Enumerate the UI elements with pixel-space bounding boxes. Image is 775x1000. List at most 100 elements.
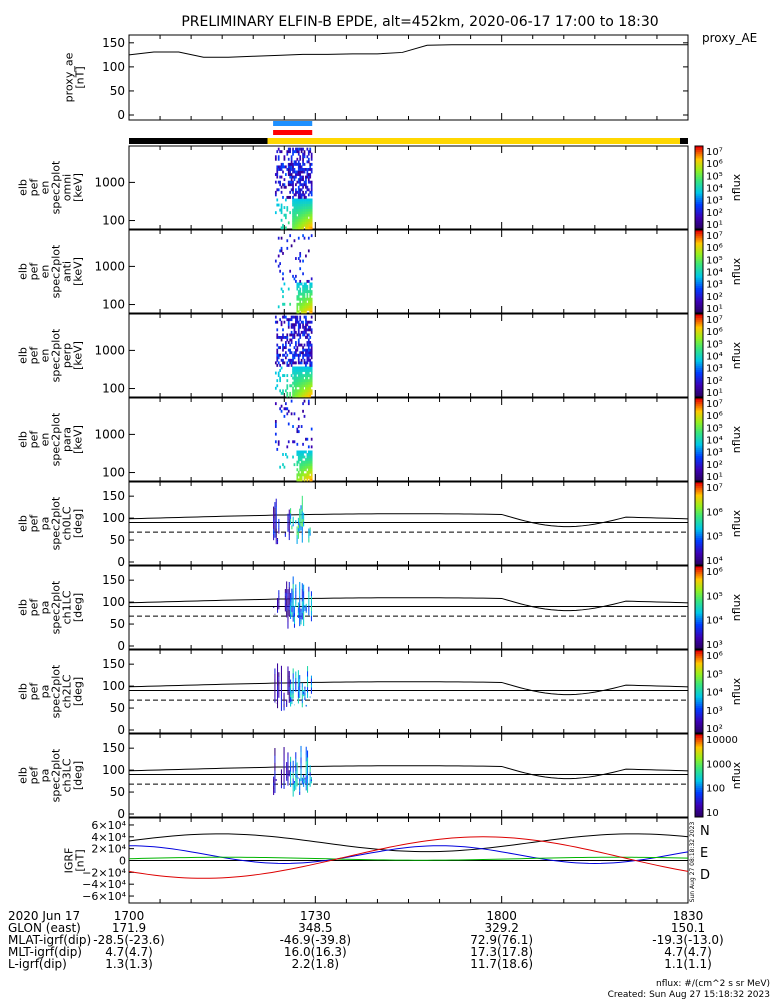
spectrogram-cell — [300, 302, 303, 306]
spectrogram-cell — [307, 333, 310, 337]
spectrogram-cell — [297, 190, 300, 194]
pa-cell — [286, 700, 288, 703]
colorbar-tick-label: 10⁵ — [706, 669, 723, 680]
spectrogram-cell — [299, 155, 302, 159]
colorbar-step — [695, 670, 703, 674]
spectrogram-cell — [305, 216, 307, 220]
spectrogram-cell — [276, 343, 279, 347]
spectrogram-cell — [290, 341, 293, 344]
pa-cells — [273, 576, 312, 629]
pa-cell — [288, 529, 290, 536]
colorbar-step — [695, 189, 703, 193]
spectrogram-cell — [309, 173, 312, 176]
spectrogram-cell — [302, 463, 304, 467]
spectrogram-cell — [307, 341, 310, 344]
spectrogram-cell — [300, 175, 303, 179]
spectrogram-cell — [299, 180, 302, 184]
pa-cell — [310, 591, 312, 597]
colorbar-tick-label: 10⁴ — [706, 688, 723, 699]
footer-created: Created: Sun Aug 27 15:18:32 2023 — [608, 990, 770, 1000]
pa-cell — [299, 789, 301, 793]
spectrogram-cell — [279, 389, 281, 393]
spectrogram-cell — [300, 208, 303, 212]
spectrogram-cell — [302, 453, 304, 456]
spectrogram-cell — [303, 475, 306, 479]
spectrogram-cell — [297, 325, 300, 329]
spectrogram-cell — [309, 206, 312, 210]
pa-cell — [283, 774, 285, 782]
spectrogram-cell — [283, 157, 286, 161]
spectrogram-cell — [303, 358, 306, 362]
spectrogram-cell — [302, 465, 304, 469]
spectrogram-cell — [309, 180, 312, 184]
pa-cell — [300, 769, 302, 776]
colorbar-step — [695, 238, 703, 241]
spectrogram-cell — [286, 394, 289, 398]
colorbar-step — [695, 750, 703, 754]
spectrogram-cell — [289, 170, 292, 174]
spectrogram-cell — [307, 175, 310, 179]
spectrogram-cell — [296, 346, 299, 350]
pa-cell — [286, 599, 288, 606]
pa-cell — [274, 696, 276, 703]
spectrogram-cell — [302, 287, 304, 291]
colorbar-step — [695, 318, 703, 321]
pa-cell — [295, 752, 297, 759]
spectrogram-cell — [302, 152, 304, 156]
pa-cell — [299, 581, 301, 590]
pa-cell — [301, 589, 303, 596]
pa-cell — [309, 532, 311, 535]
colorbar-step — [695, 685, 703, 688]
spectrogram-cell — [290, 244, 293, 248]
spectrogram-cell — [280, 165, 283, 169]
spectrogram-cell — [296, 394, 299, 398]
pa-cell — [284, 533, 286, 535]
spectrogram-cell — [305, 218, 307, 222]
colorbar-step — [695, 456, 703, 459]
spectrogram-cell — [306, 320, 309, 324]
pa-cell — [301, 694, 303, 700]
spectrogram-cell — [297, 216, 300, 220]
spectrogram-cell — [302, 389, 304, 393]
colorbar-step — [695, 248, 703, 252]
annotation-label: 2020 Jun 17 — [8, 909, 80, 923]
pa-cells — [273, 745, 312, 797]
spectrogram-cell — [299, 216, 302, 220]
spectrogram-cell — [282, 453, 284, 456]
spectrogram-cell — [282, 333, 284, 337]
spectrogram-cell — [305, 460, 307, 464]
pa-cell — [275, 536, 277, 545]
spectrogram-cell — [297, 320, 300, 324]
pa-cell — [300, 509, 302, 514]
spectrogram-cell — [305, 226, 307, 230]
spectrogram-cell — [297, 213, 300, 217]
spectrogram-cell — [279, 379, 281, 383]
pa-cell — [303, 774, 305, 778]
spectrogram-cell — [296, 348, 299, 352]
spectrogram-cell — [310, 473, 313, 477]
pa-cell — [278, 530, 280, 534]
spectrogram-cell — [293, 198, 296, 202]
spectrogram-cell — [296, 381, 299, 385]
spectrogram-cell — [289, 190, 292, 194]
annotation-label: MLAT-igrf(dip) — [8, 933, 91, 947]
annotation-value: 1.1(1.1) — [664, 957, 712, 971]
pa-cell — [307, 666, 309, 672]
spectrogram-cell — [299, 453, 302, 456]
spectrogram-cell — [297, 356, 300, 360]
spectrogram-cell — [287, 150, 290, 154]
spectrogram-cell — [302, 211, 304, 215]
spectrogram-cell — [306, 188, 309, 192]
losscone-curve — [128, 765, 689, 780]
ylabel-line: pa — [39, 517, 52, 531]
spectrogram-cell — [280, 404, 283, 408]
spectrogram-cell — [274, 155, 277, 159]
spectrogram-cell — [299, 325, 302, 329]
spectrogram-cell — [305, 175, 307, 179]
spectrogram-cell — [305, 297, 307, 301]
colorbar-step — [695, 632, 703, 635]
spectrogram-cell — [289, 175, 292, 179]
colorbar-tick-label: 10⁶ — [706, 507, 723, 518]
pa-cell — [290, 697, 292, 703]
pa-cell — [305, 609, 307, 612]
